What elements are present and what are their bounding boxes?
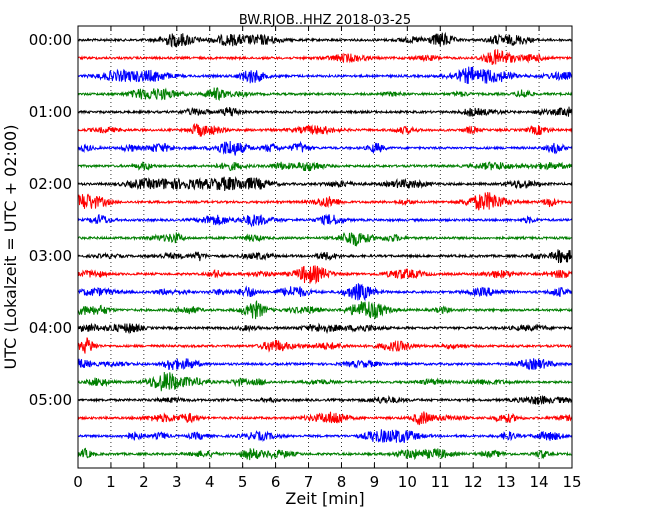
x-tick-label: 13 bbox=[497, 473, 516, 491]
x-tick-labels: 0 1 2 3 4 5 6 7 8 9 10 11 12 13 14 15 bbox=[73, 473, 581, 491]
seismic-trace bbox=[77, 265, 573, 285]
seismic-trace bbox=[77, 337, 573, 354]
x-tick-label: 1 bbox=[106, 473, 116, 491]
x-tick-label: 9 bbox=[370, 473, 380, 491]
x-tick-label: 6 bbox=[271, 473, 281, 491]
x-axis-label: Zeit [min] bbox=[285, 489, 364, 508]
x-tick-label: 14 bbox=[530, 473, 549, 491]
axis-ticks bbox=[77, 26, 573, 468]
seismic-trace bbox=[77, 411, 573, 426]
seismic-trace bbox=[77, 249, 573, 264]
seismic-trace bbox=[77, 358, 573, 371]
seismic-trace bbox=[77, 447, 573, 461]
seismic-trace bbox=[77, 123, 573, 137]
seismic-trace bbox=[77, 371, 573, 392]
y-axis-label: UTC (Lokalzeit = UTC + 02:00) bbox=[1, 125, 20, 370]
seismic-trace bbox=[77, 140, 573, 156]
x-tick-label: 2 bbox=[139, 473, 149, 491]
y-tick-label: 01:00 bbox=[29, 103, 72, 121]
seismic-trace bbox=[77, 86, 572, 102]
grid-lines bbox=[110, 26, 540, 468]
x-tick-label: 7 bbox=[304, 473, 314, 491]
x-tick-label: 0 bbox=[73, 473, 83, 491]
seismic-traces bbox=[77, 31, 573, 461]
x-tick-label: 3 bbox=[172, 473, 182, 491]
seismic-trace bbox=[77, 231, 573, 248]
seismic-trace bbox=[77, 191, 573, 211]
seismic-trace bbox=[77, 66, 573, 84]
x-tick-label: 11 bbox=[431, 473, 450, 491]
seismic-trace bbox=[77, 395, 573, 405]
y-tick-label: 03:00 bbox=[29, 247, 72, 265]
seismic-trace bbox=[77, 213, 573, 228]
y-tick-labels: 00:00 01:00 02:00 03:00 04:00 05:00 bbox=[29, 31, 72, 409]
seismic-trace bbox=[77, 300, 573, 320]
seismic-trace bbox=[77, 106, 573, 117]
x-tick-label: 15 bbox=[562, 473, 581, 491]
seismic-trace bbox=[77, 322, 573, 335]
seismic-trace bbox=[77, 161, 573, 172]
y-tick-label: 00:00 bbox=[29, 31, 72, 49]
x-tick-label: 4 bbox=[205, 473, 215, 491]
x-tick-label: 5 bbox=[238, 473, 248, 491]
chart-title: BW.RJOB..HHZ 2018-03-25 bbox=[239, 13, 411, 28]
x-tick-label: 12 bbox=[464, 473, 483, 491]
seismic-trace bbox=[77, 283, 573, 302]
x-tick-label: 10 bbox=[398, 473, 417, 491]
seismic-trace bbox=[77, 175, 573, 192]
y-tick-label: 05:00 bbox=[29, 391, 72, 409]
y-tick-label: 02:00 bbox=[29, 175, 72, 193]
seismic-trace bbox=[77, 48, 573, 66]
y-tick-label: 04:00 bbox=[29, 319, 72, 337]
x-tick-label: 8 bbox=[337, 473, 347, 491]
seismic-trace bbox=[77, 31, 573, 48]
seismic-trace bbox=[77, 429, 573, 443]
plot-frame bbox=[77, 25, 573, 469]
